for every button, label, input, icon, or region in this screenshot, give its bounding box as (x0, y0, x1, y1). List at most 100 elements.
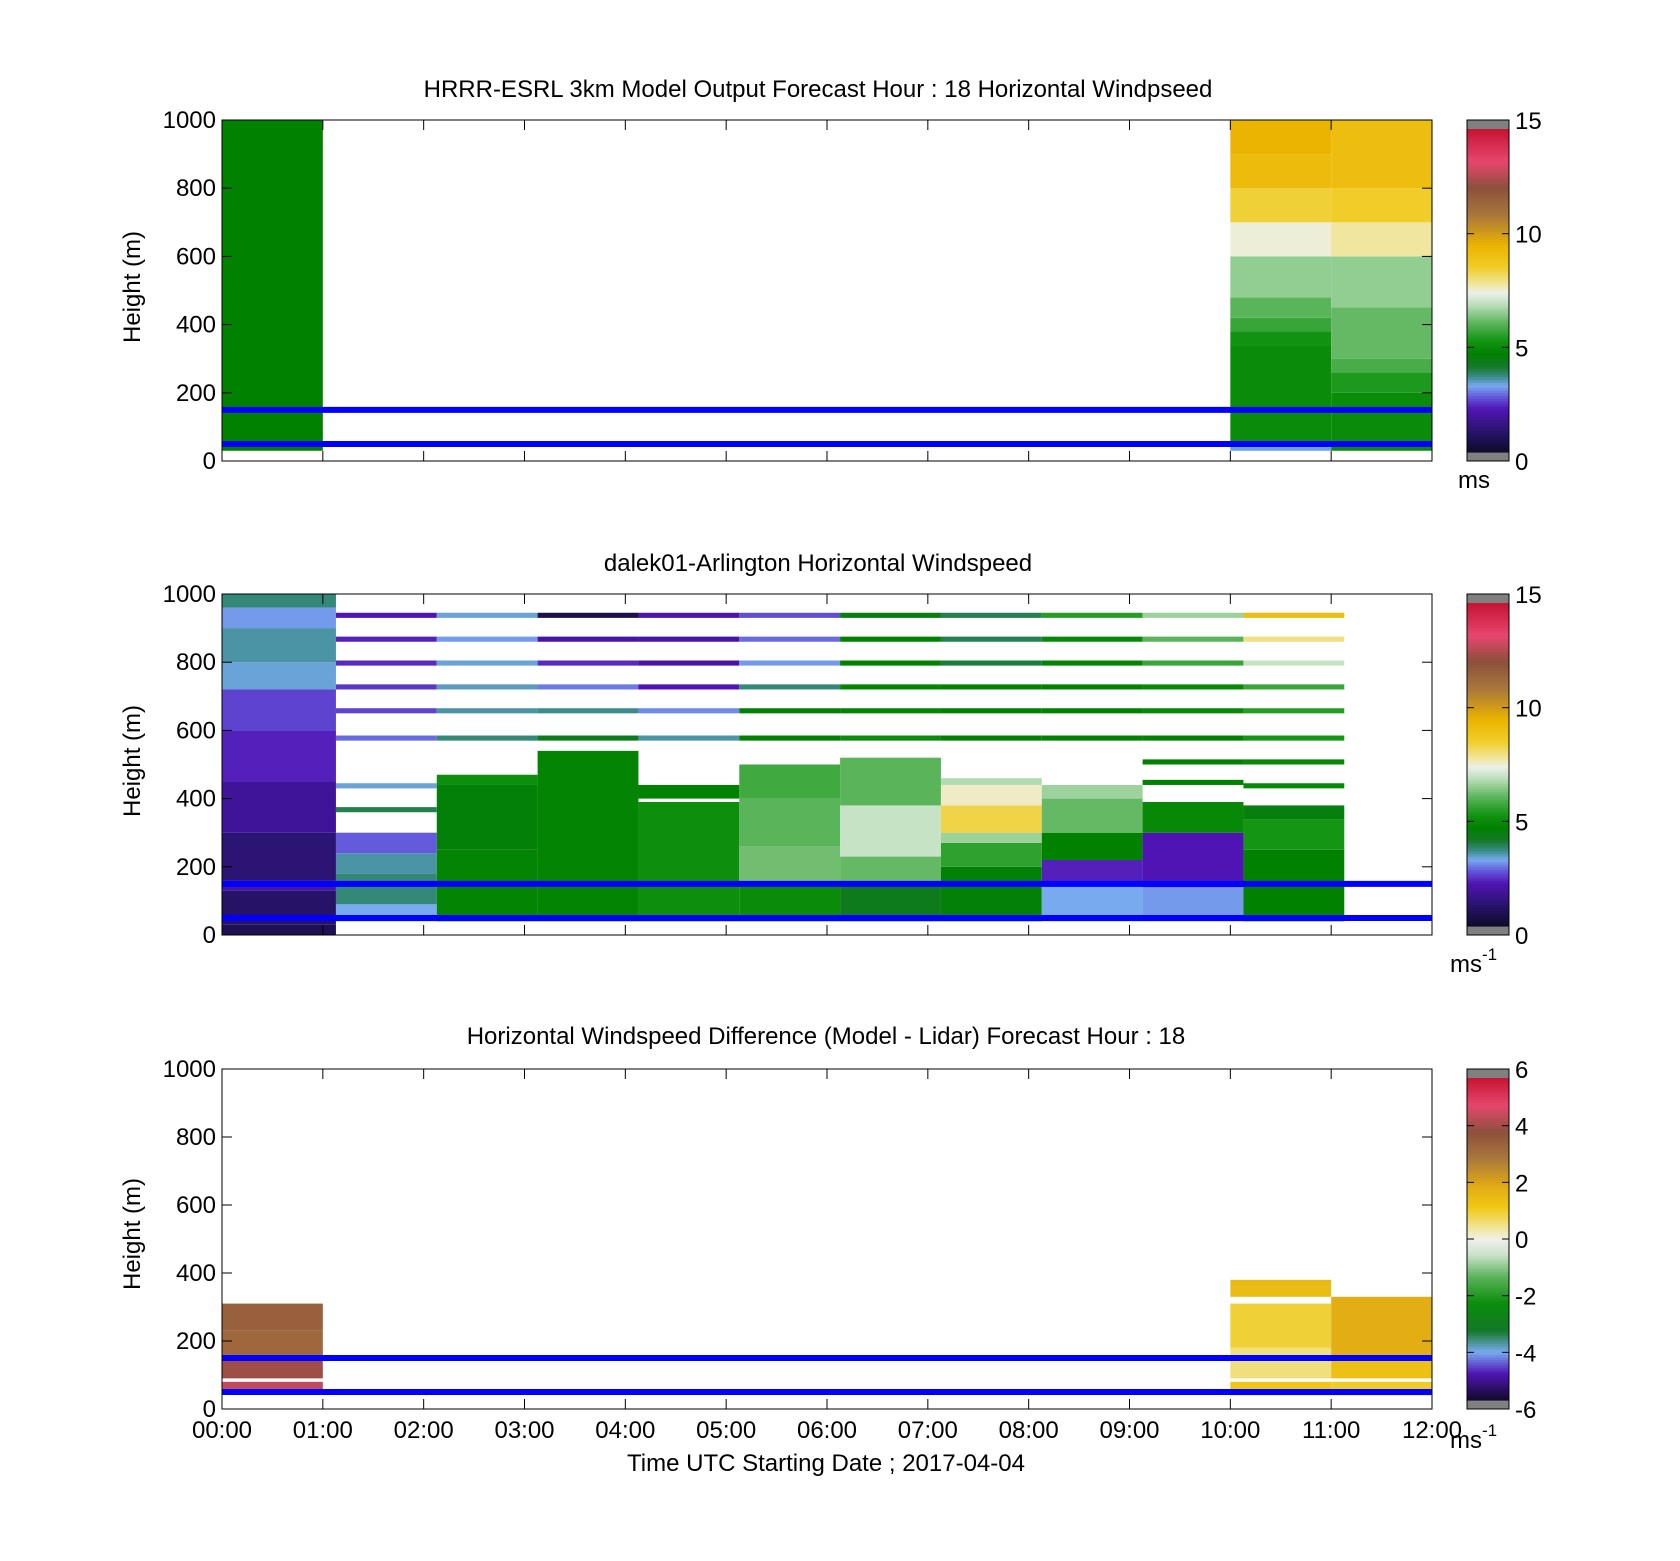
colorbar-swatch (1467, 400, 1509, 405)
colorbar-swatch (1467, 1201, 1509, 1205)
heatmap-cell (436, 636, 538, 642)
colorbar-swatch (1467, 1340, 1509, 1345)
colorbar-swatch (1467, 433, 1509, 437)
colorbar-swatch (1467, 365, 1509, 370)
colorbar-swatch (1467, 1327, 1509, 1331)
colorbar-swatch (1467, 616, 1509, 620)
x-tick-label: 08:00 (999, 1417, 1059, 1444)
colorbar-swatch (1467, 732, 1509, 736)
colorbar-swatch (1467, 438, 1509, 442)
colorbar-swatch (1467, 802, 1509, 806)
heatmap-cell (1230, 1303, 1332, 1348)
colorbar-swatch (1467, 791, 1509, 795)
colorbar-swatch (1467, 387, 1509, 391)
colorbar-swatch (1467, 694, 1509, 698)
heatmap-cell (1243, 735, 1345, 741)
colorbar-swatch (1467, 274, 1509, 278)
heatmap-cell (335, 612, 437, 618)
colorbar: -6 -4 -2 0 2 4 6 (1466, 1057, 1536, 1424)
heatmap-cell (1331, 358, 1432, 373)
colorbar-swatch (1467, 417, 1509, 421)
heatmap-cell (222, 662, 336, 690)
y-tick-label: 600 (176, 243, 216, 270)
heatmap-cell (1142, 832, 1244, 888)
colorbar-swatch (1467, 260, 1509, 265)
colorbar-swatch (1467, 1230, 1509, 1235)
colorbar-swatch (1467, 742, 1509, 747)
heatmap-cell (739, 798, 841, 847)
colorbar-tick-label: 4 (1515, 1114, 1528, 1141)
colorbar-swatch (1467, 244, 1509, 249)
colorbar-swatch (1467, 619, 1509, 623)
colorbar-swatch (1467, 285, 1509, 289)
colorbar-swatch (1467, 1378, 1509, 1382)
colorbar-swatch (1467, 196, 1509, 200)
panel-lidar: dalek01-Arlington Horizontal Windspeed H… (119, 550, 1542, 978)
colorbar-swatch (1467, 1163, 1509, 1168)
heatmap-cell (222, 1381, 323, 1392)
colorbar-swatch (1467, 729, 1509, 733)
colorbar-swatch (1467, 1375, 1509, 1380)
colorbar-swatch (1467, 713, 1509, 717)
panel-model: HRRR-ESRL 3km Model Output Forecast Hour… (119, 76, 1542, 494)
colorbar-swatch (1467, 398, 1509, 402)
colorbar-swatch (1467, 745, 1509, 749)
colorbar-swatch (1467, 411, 1509, 415)
colorbar-swatch (1467, 702, 1509, 706)
colorbar-swatch (1467, 1179, 1509, 1184)
colorbar-swatch (1467, 786, 1509, 790)
colorbar-swatch (1467, 298, 1509, 302)
heatmap-cell (335, 783, 437, 789)
colorbar-swatch (1467, 373, 1509, 378)
colorbar-swatch (1467, 384, 1509, 388)
colorbar-swatch (1467, 1292, 1509, 1296)
x-tick-label: 12:00 (1402, 1417, 1462, 1444)
colorbar-swatch (1467, 1381, 1509, 1385)
heatmap-cell (1243, 684, 1345, 690)
colorbar-swatch (1467, 371, 1509, 375)
colorbar-swatch (1467, 425, 1509, 429)
heatmap-cell (1142, 802, 1244, 833)
colorbar-swatch (1467, 837, 1509, 841)
x-tick-label: 09:00 (1099, 1417, 1159, 1444)
colorbar-swatch (1467, 207, 1509, 211)
colorbar-swatch (1467, 435, 1509, 440)
colorbar-swatch (1467, 1386, 1509, 1390)
colorbar-tick-label: 10 (1515, 222, 1542, 249)
heatmap-cell (1331, 256, 1432, 308)
plot-area: 0 200 400 600 800 1000 (163, 581, 1433, 949)
panel-title: Horizontal Windspeed Difference (Model -… (467, 1023, 1186, 1050)
colorbar-swatch (1467, 1389, 1509, 1393)
colorbar-swatch (1467, 1349, 1509, 1353)
colorbar-swatch (1467, 347, 1509, 351)
colorbar-swatch (1467, 629, 1509, 634)
heatmap-cell (1041, 784, 1143, 799)
colorbar-swatch (1467, 1107, 1509, 1111)
colorbar-swatch (1467, 1110, 1509, 1114)
colorbar-swatch (1467, 239, 1509, 243)
colorbar: 0 5 10 15 (1466, 582, 1542, 950)
heatmap-cell (638, 708, 740, 714)
colorbar-swatch (1467, 1330, 1509, 1334)
heatmap-cell (1243, 636, 1345, 642)
heatmap-cell (1041, 735, 1143, 741)
colorbar-tick-label: 0 (1515, 449, 1528, 476)
colorbar-swatch (1467, 839, 1509, 844)
colorbar-swatch (1467, 1397, 1509, 1401)
heatmap-cell (537, 660, 639, 666)
colorbar-swatch (1467, 271, 1509, 275)
colorbar-tick-label: 2 (1515, 1170, 1528, 1197)
colorbar-swatch (1467, 880, 1509, 884)
heatmap-cell (1230, 256, 1332, 298)
x-tick-label: 01:00 (293, 1417, 353, 1444)
colorbar-swatch (1467, 621, 1509, 626)
heatmap-cell (1230, 331, 1332, 346)
colorbar-swatch (1467, 611, 1509, 615)
colorbar-unit-sup: -1 (1482, 945, 1497, 964)
colorbar-swatch (1467, 382, 1509, 386)
colorbar-swatch (1467, 818, 1509, 822)
heatmap-cell (436, 708, 538, 714)
colorbar-swatch (1467, 829, 1509, 833)
colorbar-cap-low (1467, 926, 1509, 935)
